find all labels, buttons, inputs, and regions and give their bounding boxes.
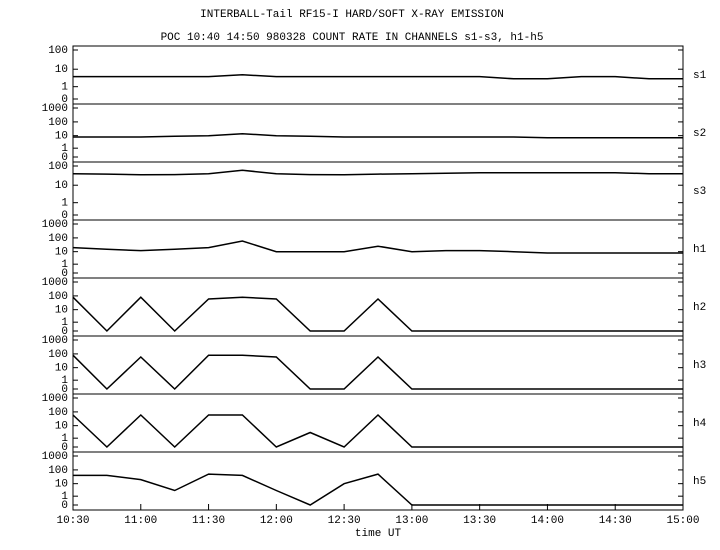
series-line <box>73 473 683 506</box>
y-tick-label: 10 <box>55 131 68 143</box>
y-tick-label: 1 <box>61 143 68 155</box>
series-line <box>72 296 683 333</box>
x-tick-label: 13:00 <box>395 515 428 527</box>
x-tick-label: 15:00 <box>666 515 699 527</box>
y-tick-label: 10 <box>55 180 68 192</box>
y-tick-label: 100 <box>48 45 68 57</box>
series-label: h4 <box>693 418 707 430</box>
y-tick-label: 100 <box>48 291 68 303</box>
series-label: h1 <box>693 244 707 256</box>
x-tick-label: 10:30 <box>56 515 89 527</box>
y-tick-label: 1 <box>61 198 68 210</box>
y-tick-label: 10 <box>55 64 68 76</box>
x-tick-label: 12:00 <box>260 515 293 527</box>
y-tick-label: 1 <box>61 259 68 271</box>
y-tick-label: 0 <box>61 326 68 338</box>
series-line <box>73 132 683 139</box>
x-tick-label: 14:00 <box>531 515 564 527</box>
y-tick-label: 100 <box>48 407 68 419</box>
series-label: s3 <box>693 186 706 198</box>
y-tick-label: 100 <box>48 233 68 245</box>
x-tick-label: 14:30 <box>599 515 632 527</box>
y-tick-label: 1000 <box>42 103 68 115</box>
y-tick-label: 1 <box>61 433 68 445</box>
panel-frame <box>72 451 684 511</box>
y-tick-label: 10 <box>55 421 68 433</box>
series-line <box>72 354 683 391</box>
chart-title: INTERBALL-Tail RF15-I HARD/SOFT X-RAY EM… <box>200 9 504 21</box>
y-tick-label: 10 <box>55 247 68 259</box>
series-line <box>72 169 683 176</box>
x-tick-label: 11:00 <box>124 515 157 527</box>
y-tick-label: 0 <box>61 268 68 280</box>
y-tick-label: 1000 <box>42 219 68 231</box>
y-tick-label: 10 <box>55 363 68 375</box>
series-label: h2 <box>693 302 706 314</box>
chart-subtitle: POC 10:40 14:50 980328 COUNT RATE IN CHA… <box>161 32 544 44</box>
series-line <box>73 74 683 80</box>
y-tick-label: 0 <box>61 210 68 222</box>
y-tick-label: 0 <box>61 500 68 512</box>
x-tick-label: 13:30 <box>463 515 496 527</box>
y-tick-label: 1 <box>61 82 68 94</box>
x-tick-label: 12:30 <box>328 515 361 527</box>
y-tick-label: 1000 <box>42 277 68 289</box>
y-tick-label: 1000 <box>42 393 68 405</box>
y-tick-label: 100 <box>48 161 68 173</box>
series-label: h3 <box>693 360 706 372</box>
y-tick-label: 1 <box>61 375 68 387</box>
y-tick-label: 1 <box>61 317 68 329</box>
y-tick-label: 1000 <box>42 451 68 463</box>
y-tick-label: 0 <box>61 152 68 164</box>
y-tick-label: 10 <box>55 305 68 317</box>
y-tick-label: 0 <box>61 94 68 106</box>
y-tick-label: 0 <box>61 442 68 454</box>
y-tick-label: 100 <box>48 349 68 361</box>
series-label: s1 <box>693 70 707 82</box>
series-line <box>72 240 683 254</box>
y-tick-label: 10 <box>55 479 68 491</box>
y-tick-label: 1000 <box>42 335 68 347</box>
series-label: s2 <box>693 128 706 140</box>
x-axis-label: time UT <box>355 528 402 540</box>
y-tick-label: 1 <box>61 491 68 503</box>
series-line <box>72 413 683 449</box>
y-tick-label: 0 <box>61 384 68 396</box>
y-tick-label: 100 <box>48 117 68 129</box>
series-label: h5 <box>693 476 706 488</box>
x-tick-label: 11:30 <box>192 515 225 527</box>
y-tick-label: 100 <box>48 465 68 477</box>
